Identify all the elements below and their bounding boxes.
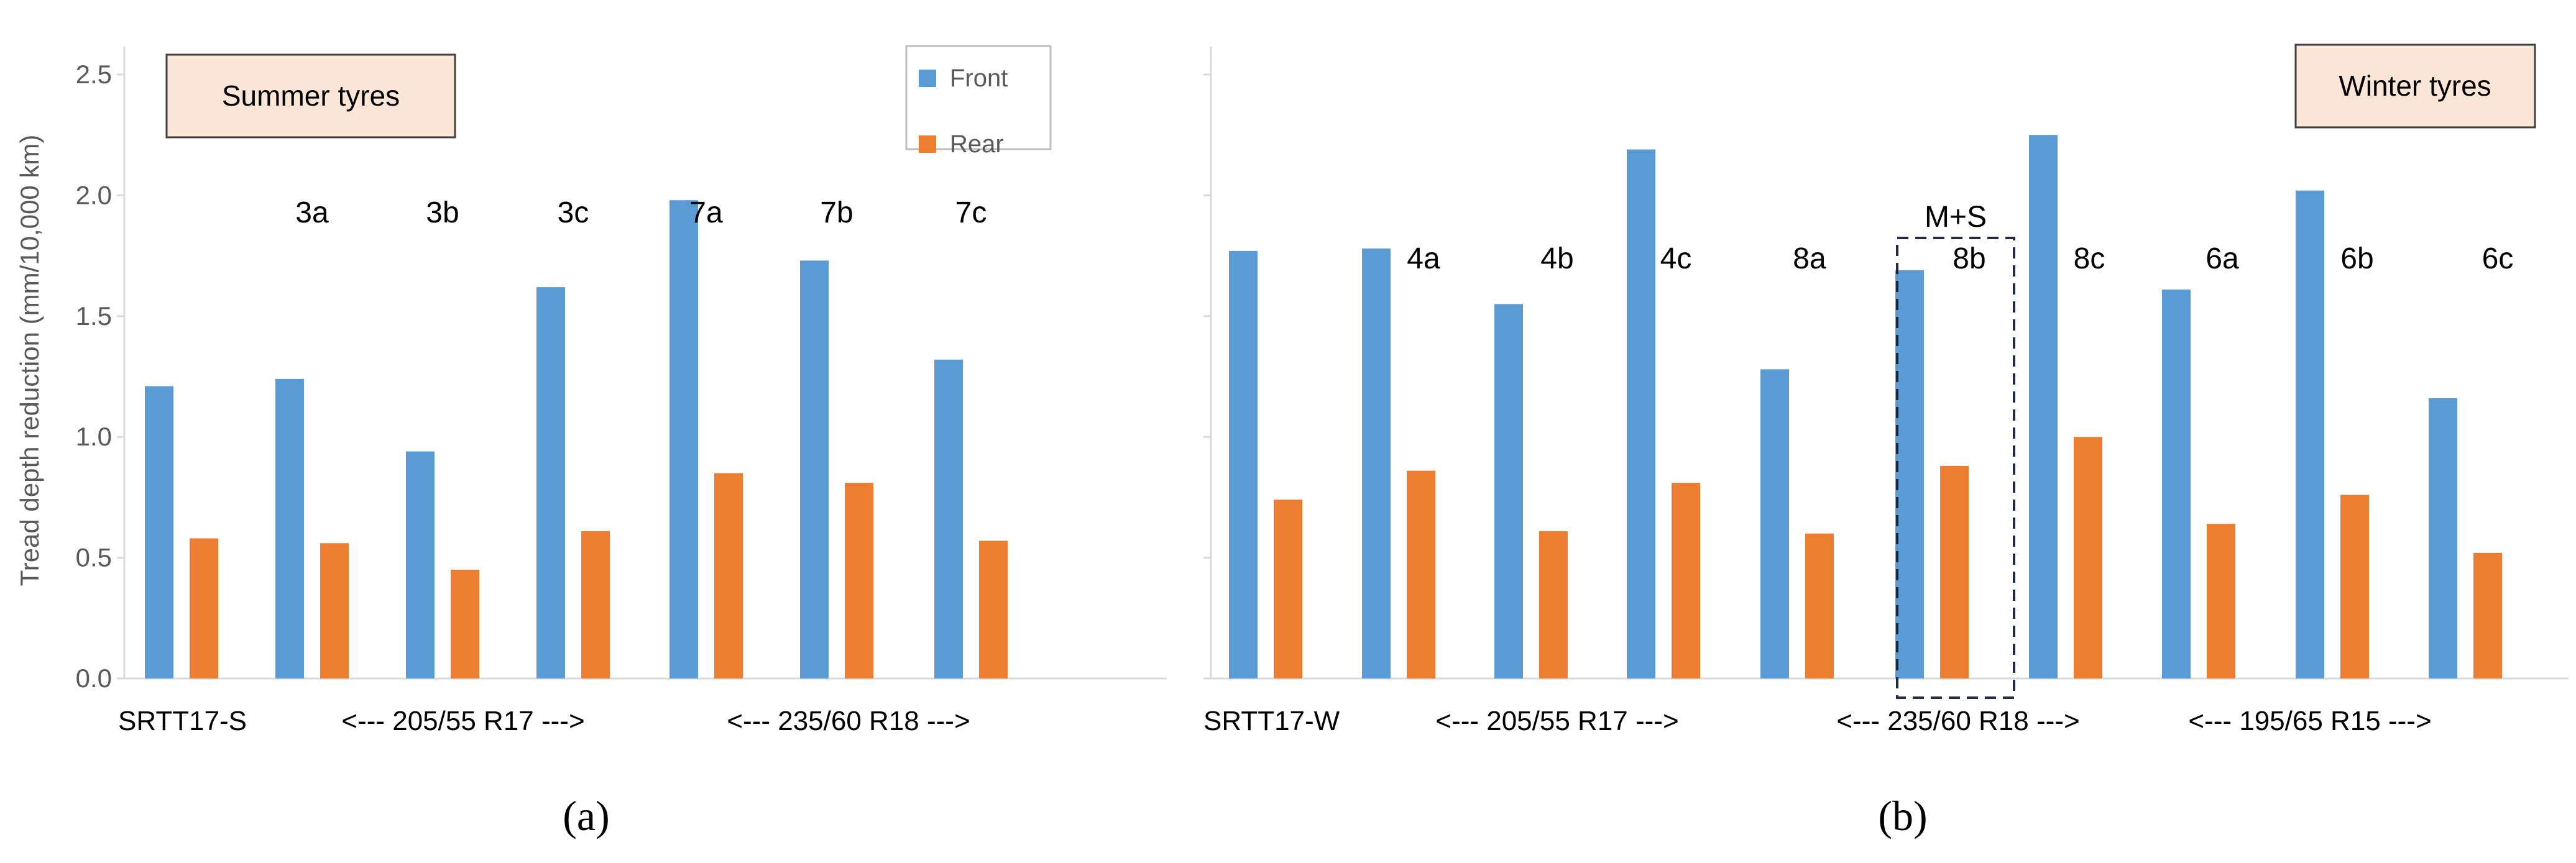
group-label-8c: 8c: [2074, 242, 2105, 275]
bar-front-3c: [536, 287, 565, 678]
bar-front-4a: [1362, 248, 1391, 678]
bar-rear-srtt: [1274, 500, 1302, 678]
bar-front-8c: [2029, 135, 2058, 678]
bar-front-srtt: [1229, 250, 1258, 679]
bar-front-3b: [406, 451, 435, 678]
bar-front-4c: [1627, 149, 1655, 678]
m-s-label: M+S: [1925, 201, 1987, 234]
y-axis-title: Tread depth reduction (mm/10,000 km): [15, 135, 44, 587]
bar-rear-8a: [1805, 533, 1834, 678]
y-tick-label: 2.0: [76, 180, 112, 209]
legend-box: [905, 45, 1052, 150]
bar-rear-8c: [2074, 437, 2102, 678]
group-label-4c: 4c: [1660, 242, 1692, 275]
y-tick-label: 2.5: [76, 60, 112, 89]
legend-label-front: Front: [950, 65, 1008, 92]
bar-front-6c: [2429, 398, 2457, 678]
bar-front-7a: [669, 200, 698, 678]
y-tick-label: 1.0: [76, 422, 112, 451]
group-labels-b: 4a 4b 4c 8a 8b 8c 6a 6b 6c: [1407, 242, 2513, 275]
bar-front-3a: [275, 378, 304, 678]
category-labels-b: SRTT17-W <--- 205/55 R17 ---> <--- 235/60 …: [1203, 706, 2432, 736]
group-label-7b: 7b: [820, 196, 853, 229]
winter-tyres-label: Winter tyres: [2339, 70, 2491, 102]
bar-front-6a: [2162, 290, 2191, 679]
bar-front-7b: [800, 260, 829, 679]
panel-label-a: (a): [563, 792, 609, 839]
y-tick-label: 0.0: [76, 664, 112, 693]
summer-tyres-label: Summer tyres: [222, 80, 400, 112]
bar-front-4b: [1494, 304, 1523, 678]
bar-rear-7c: [979, 541, 1008, 678]
legend-swatch-rear: [919, 135, 936, 153]
group-label-8b: 8b: [1953, 242, 1985, 275]
category-label: <--- 205/55 R17 --->: [1435, 706, 1678, 736]
y-ticks-a: 0.0 0.5 1.0 1.5 2.0 2.5: [76, 60, 124, 693]
group-label-8a: 8a: [1793, 242, 1826, 275]
bar-rear-4a: [1407, 470, 1435, 678]
group-label-7c: 7c: [955, 196, 987, 229]
group-label-7a: 7a: [689, 196, 723, 229]
bar-rear-6a: [2207, 524, 2235, 678]
bar-front-8a: [1760, 369, 1789, 678]
bar-front-8b: [1895, 270, 1924, 679]
summer-tyres-box: [165, 53, 456, 139]
m-s-highlight: M+S: [1896, 201, 2015, 699]
bars-a: [145, 200, 1008, 679]
category-label: <--- 205/55 R17 --->: [341, 706, 584, 736]
chart-panel-a: 0.0 0.5 1.0 1.5 2.0 2.5 Tread depth reduction…: [15, 45, 1167, 839]
legend-label-rear: Rear: [950, 130, 1004, 158]
bar-rear-7b: [845, 483, 873, 678]
bar-rear-6b: [2340, 495, 2369, 678]
bar-rear-3a: [320, 543, 349, 678]
bars-b: [1229, 135, 2502, 679]
group-label-3c: 3c: [558, 196, 589, 229]
bar-rear-srtt: [190, 538, 218, 678]
legend-swatch-front: [919, 70, 936, 87]
bar-rear-4b: [1539, 531, 1568, 678]
y-tick-label: 1.5: [76, 301, 112, 331]
bar-rear-3b: [451, 570, 479, 678]
group-label-6b: 6b: [2340, 242, 2373, 275]
group-label-6c: 6c: [2482, 242, 2514, 275]
panel-label-b: (b): [1878, 792, 1927, 839]
category-label: <--- 235/60 R18 --->: [727, 706, 970, 736]
category-label: <--- 195/65 R15 --->: [2188, 706, 2431, 736]
bar-front-6b: [2296, 190, 2324, 678]
group-label-4b: 4b: [1540, 242, 1573, 275]
group-label-3a: 3a: [295, 196, 329, 229]
bar-rear-4c: [1672, 483, 1700, 678]
bar-rear-8b: [1940, 465, 1969, 678]
category-label: <--- 235/60 R18 --->: [1836, 706, 2079, 736]
bar-rear-6c: [2473, 552, 2502, 678]
group-label-3b: 3b: [426, 196, 459, 229]
bar-rear-7a: [714, 473, 743, 678]
chart-panel-b: 4a 4b 4c 8a 8b 8c 6a 6b 6c SRTT17-W <--- 205/55 R…: [1203, 43, 2569, 839]
group-label-6a: 6a: [2206, 242, 2239, 275]
y-tick-label: 0.5: [76, 543, 112, 572]
group-labels-a: 3a 3b 3c 7a 7b 7c: [295, 196, 987, 229]
category-label: SRTT17-S: [118, 706, 247, 736]
y-ticks-b: [1203, 73, 1211, 680]
group-label-4a: 4a: [1407, 242, 1440, 275]
m-s-highlight-box: [1896, 237, 2015, 699]
winter-tyres-box: [2294, 43, 2536, 129]
bar-rear-3c: [581, 531, 610, 678]
category-labels-a: SRTT17-S <--- 205/55 R17 ---> <--- 235/60 …: [118, 706, 970, 736]
bar-front-7c: [934, 359, 963, 678]
category-label: SRTT17-W: [1203, 706, 1340, 736]
bar-front-srtt: [145, 386, 173, 678]
legend: Front Rear: [905, 45, 1052, 158]
